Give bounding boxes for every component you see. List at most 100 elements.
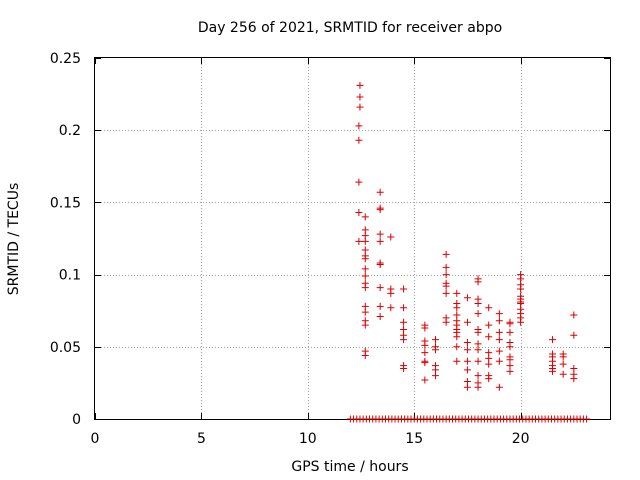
data-point (376, 237, 384, 245)
data-points (346, 81, 591, 423)
data-point (517, 318, 525, 326)
data-point (421, 359, 429, 367)
data-point (559, 370, 567, 378)
data-point (442, 282, 450, 290)
data-point (453, 333, 461, 341)
data-point (376, 206, 384, 214)
data-point (453, 289, 461, 297)
data-point (376, 302, 384, 310)
data-point (495, 310, 503, 318)
data-point (431, 336, 439, 344)
data-point (474, 278, 482, 286)
y-tick-label: 0.15 (50, 195, 81, 211)
data-point (387, 289, 395, 297)
data-point (463, 318, 471, 326)
data-point (485, 333, 493, 341)
data-point (361, 351, 369, 359)
y-tick-label: 0.1 (59, 268, 81, 284)
data-point (549, 336, 557, 344)
data-point (453, 343, 461, 351)
data-point (355, 136, 363, 144)
y-tick-label: 0 (72, 412, 81, 428)
data-point (463, 338, 471, 346)
axis-ticks: 0 5 10 15 20 0 0.05 0.1 0.15 0.2 0.25 (50, 51, 610, 447)
data-point (463, 357, 471, 365)
data-point (474, 357, 482, 365)
data-point (463, 294, 471, 302)
y-tick-label: 0.2 (59, 123, 81, 139)
data-point (355, 122, 363, 130)
y-axis-label: SRMTID / TECUs (6, 183, 22, 296)
x-tick-label: 5 (197, 431, 206, 447)
data-point (495, 383, 503, 391)
data-point (570, 331, 578, 339)
data-point (485, 321, 493, 329)
data-point (421, 349, 429, 357)
data-point (355, 178, 363, 186)
data-point (376, 260, 384, 268)
data-point (495, 336, 503, 344)
data-point (453, 357, 461, 365)
chart-title: Day 256 of 2021, SRMTID for receiver abp… (198, 20, 502, 36)
data-point (361, 284, 369, 292)
data-point (485, 304, 493, 312)
data-point (361, 321, 369, 329)
data-point (506, 367, 514, 375)
data-point (376, 230, 384, 238)
data-point (400, 304, 408, 312)
data-point (400, 285, 408, 293)
data-point (442, 318, 450, 326)
data-point (376, 312, 384, 320)
data-point (474, 310, 482, 318)
data-point (495, 347, 503, 355)
y-tick-label: 0.05 (50, 340, 81, 356)
x-tick-label: 15 (405, 431, 423, 447)
baseline-point (583, 415, 591, 423)
data-point (400, 336, 408, 344)
data-point (506, 320, 514, 328)
data-point (361, 265, 369, 273)
data-point (570, 375, 578, 383)
data-point (495, 317, 503, 325)
data-point (506, 328, 514, 336)
x-tick-label: 10 (299, 431, 317, 447)
data-point (421, 324, 429, 332)
data-point (361, 237, 369, 245)
data-point (549, 367, 557, 375)
data-point (376, 284, 384, 292)
data-point (361, 255, 369, 263)
data-point (442, 250, 450, 258)
data-point (355, 237, 363, 245)
data-point (485, 375, 493, 383)
x-tick-label: 20 (512, 431, 530, 447)
data-point (387, 233, 395, 241)
data-point (474, 383, 482, 391)
data-point (495, 357, 503, 365)
data-point (400, 318, 408, 326)
data-point (453, 304, 461, 312)
data-point (474, 299, 482, 307)
data-point (431, 372, 439, 380)
data-point (506, 343, 514, 351)
data-point (355, 209, 363, 217)
data-point (361, 213, 369, 221)
data-point (463, 366, 471, 374)
data-point (485, 360, 493, 368)
plot-frame (94, 57, 611, 420)
data-point (570, 311, 578, 319)
x-axis-label: GPS time / hours (291, 459, 408, 475)
data-point (474, 346, 482, 354)
data-point (431, 346, 439, 354)
data-point (442, 289, 450, 297)
data-point (517, 285, 525, 293)
data-point (356, 103, 364, 111)
grid-lines (95, 58, 610, 419)
data-point (463, 346, 471, 354)
data-point (361, 308, 369, 316)
data-point (421, 341, 429, 349)
data-point (495, 328, 503, 336)
data-point (474, 372, 482, 380)
data-point (376, 188, 384, 196)
data-point (356, 81, 364, 89)
